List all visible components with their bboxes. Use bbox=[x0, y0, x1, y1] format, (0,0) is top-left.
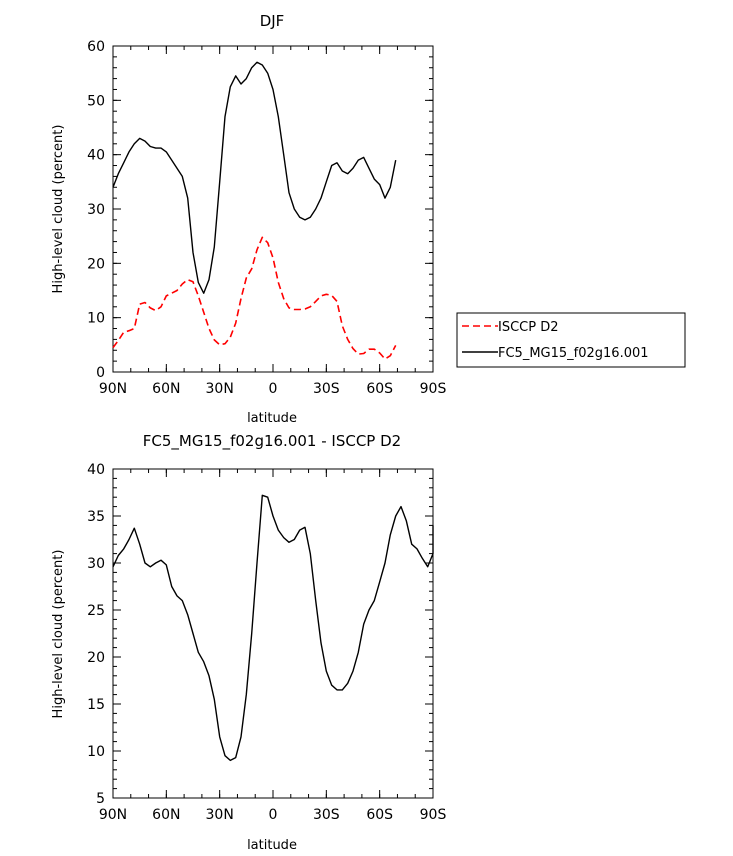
top-x-axis-label: latitude bbox=[247, 411, 297, 426]
bottom-y-tick-label: 5 bbox=[96, 791, 105, 807]
top-y-axis-label: High-level cloud (percent) bbox=[51, 125, 66, 294]
bottom-panel: FC5_MG15_f02g16.001 - ISCCP D2 90N 60N 30N… bbox=[51, 432, 446, 853]
bottom-x-axis-label: latitude bbox=[247, 838, 297, 853]
top-series-line-0 bbox=[112, 236, 397, 360]
top-x-tick-label: 30S bbox=[313, 381, 340, 397]
top-y-tick-label: 20 bbox=[87, 256, 105, 272]
bottom-plot-frame bbox=[112, 468, 434, 799]
bottom-y-axis-label: High-level cloud (percent) bbox=[51, 550, 66, 719]
bottom-x-tick-label: 90S bbox=[420, 807, 447, 823]
top-x-tick-label: 60N bbox=[152, 381, 180, 397]
bottom-series-line-0 bbox=[112, 494, 434, 762]
legend-box bbox=[456, 312, 686, 368]
bottom-y-tick-label: 40 bbox=[87, 462, 105, 478]
bottom-y-tick-label: 25 bbox=[87, 603, 105, 619]
top-x-tick-label: 30N bbox=[206, 381, 234, 397]
bottom-y-tick-label: 35 bbox=[87, 509, 105, 525]
bottom-y-tick-label: 20 bbox=[87, 650, 105, 666]
top-panel: DJF 90N 60N 30N 0 30S 60S 90S 0 10 20 30 40 50 60 lat… bbox=[51, 12, 446, 426]
bottom-y-tick-label: 30 bbox=[87, 556, 105, 572]
top-x-tick-label: 60S bbox=[366, 381, 393, 397]
bottom-y-tick-label: 10 bbox=[87, 744, 105, 760]
top-y-tick-label: 50 bbox=[87, 93, 105, 109]
top-x-tick-label: 90S bbox=[420, 381, 447, 397]
top-x-tick-label: 90N bbox=[99, 381, 127, 397]
top-y-tick-label: 30 bbox=[87, 202, 105, 218]
legend-label-isccp: ISCCP D2 bbox=[498, 320, 559, 335]
bottom-y-tick-label: 15 bbox=[87, 697, 105, 713]
top-plot-frame bbox=[112, 45, 434, 373]
top-series-line-1 bbox=[112, 61, 397, 294]
bottom-x-tick-label: 90N bbox=[99, 807, 127, 823]
top-y-tick-label: 60 bbox=[87, 39, 105, 55]
top-x-tick-label: 0 bbox=[269, 381, 278, 397]
bottom-x-tick-label: 30S bbox=[313, 807, 340, 823]
top-y-tick-label: 10 bbox=[87, 311, 105, 327]
bottom-x-tick-label: 60S bbox=[366, 807, 393, 823]
legend-label-model: FC5_MG15_f02g16.001 bbox=[498, 346, 649, 361]
bottom-x-tick-label: 60N bbox=[152, 807, 180, 823]
top-y-tick-label: 0 bbox=[96, 365, 105, 381]
legend: ISCCP D2 FC5_MG15_f02g16.001 bbox=[456, 312, 686, 368]
top-chart-title: DJF bbox=[260, 12, 285, 30]
top-y-tick-label: 40 bbox=[87, 148, 105, 164]
bottom-x-tick-label: 0 bbox=[269, 807, 278, 823]
bottom-x-tick-label: 30N bbox=[206, 807, 234, 823]
bottom-chart-title: FC5_MG15_f02g16.001 - ISCCP D2 bbox=[143, 432, 401, 451]
